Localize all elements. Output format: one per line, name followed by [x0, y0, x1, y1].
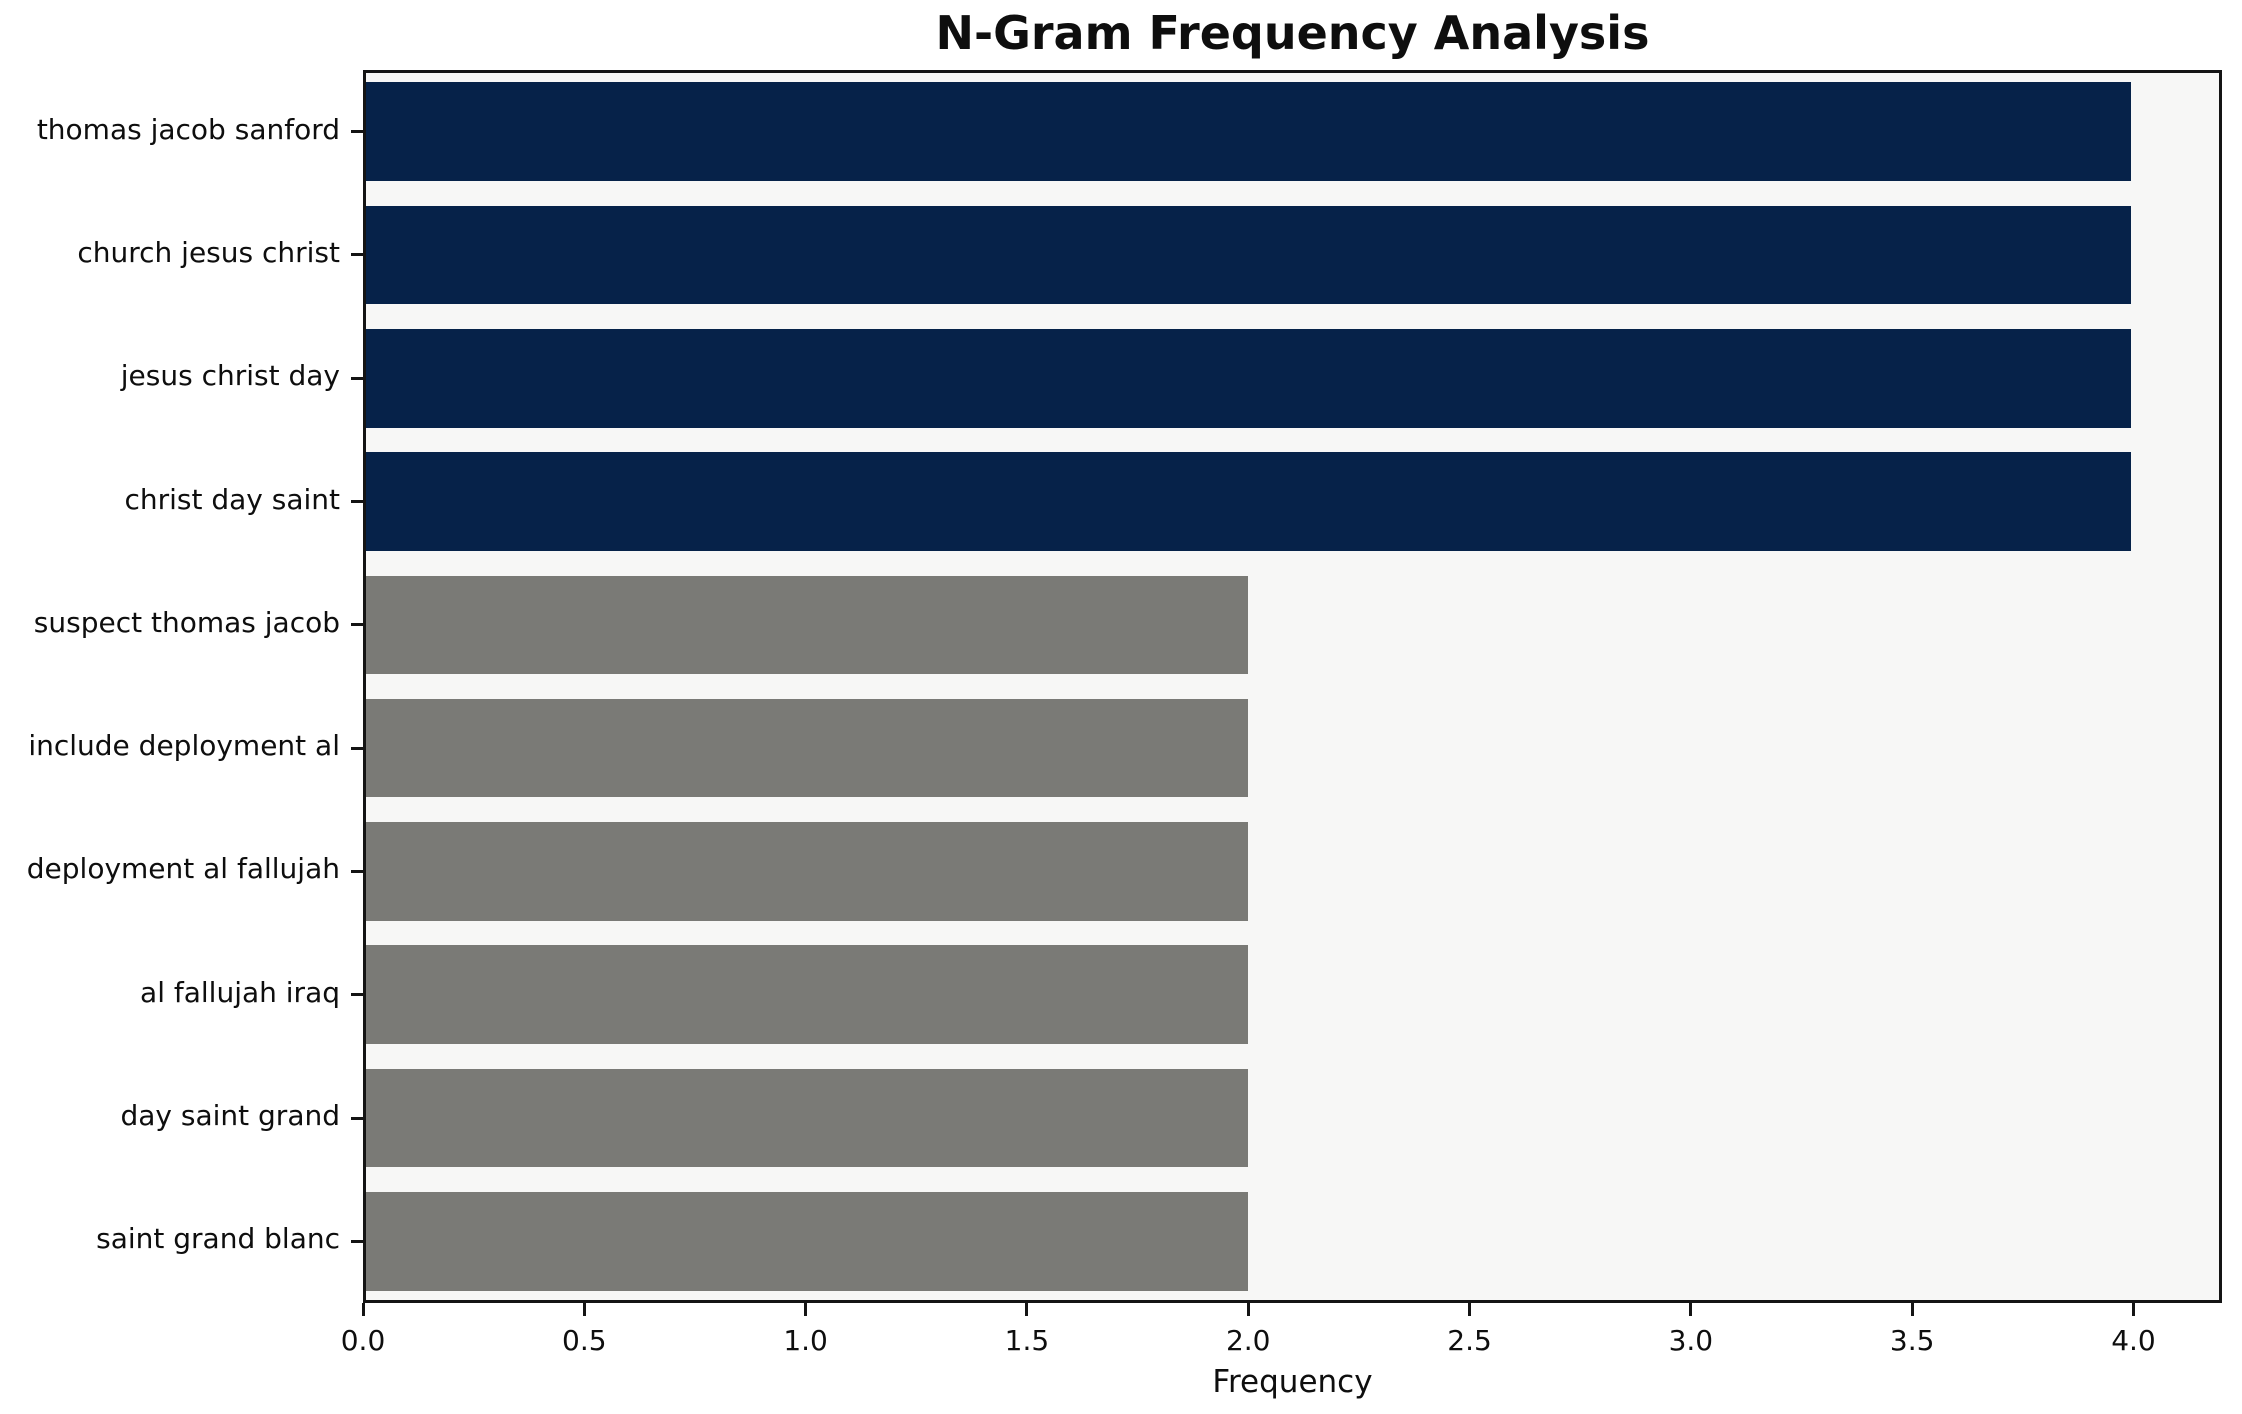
bar	[366, 1192, 1249, 1291]
y-tick-label: jesus christ day	[120, 359, 340, 393]
y-tick-label: church jesus christ	[77, 235, 340, 269]
y-tick-mark	[351, 130, 363, 134]
x-tick-mark	[1025, 1303, 1029, 1316]
y-tick-mark	[351, 1239, 363, 1243]
x-tick-label: 2.0	[1225, 1324, 1271, 1357]
bar	[366, 575, 1249, 675]
bar	[366, 205, 2131, 305]
x-axis-label: Frequency	[1212, 1364, 1373, 1400]
x-tick-mark	[1689, 1303, 1693, 1316]
x-tick-label: 0.0	[340, 1324, 386, 1357]
x-tick-mark	[804, 1303, 808, 1316]
x-tick-mark	[361, 1303, 365, 1316]
y-tick-label: day saint grand	[120, 1099, 340, 1133]
y-tick-label: suspect thomas jacob	[33, 605, 340, 639]
x-tick-mark	[582, 1303, 586, 1316]
y-tick-label: include deployment al	[28, 729, 340, 763]
x-tick-label: 3.0	[1668, 1324, 1714, 1357]
x-tick-label: 1.0	[783, 1324, 828, 1357]
y-tick-label: al fallujah iraq	[140, 975, 340, 1009]
bar	[366, 945, 1249, 1045]
bar	[366, 1068, 1249, 1168]
y-tick-label: thomas jacob sanford	[36, 112, 340, 146]
x-tick-label: 4.0	[2111, 1324, 2156, 1357]
bar	[366, 698, 1249, 798]
bar	[366, 452, 2131, 551]
x-tick-mark	[2131, 1303, 2135, 1316]
y-tick-label: deployment al fallujah	[26, 852, 340, 886]
y-tick-mark	[351, 623, 363, 627]
y-tick-mark	[351, 1116, 363, 1120]
y-tick-mark	[351, 376, 363, 380]
bar	[366, 822, 1249, 921]
x-tick-label: 0.5	[562, 1324, 607, 1357]
x-tick-mark	[1246, 1303, 1250, 1316]
y-tick-mark	[351, 253, 363, 257]
x-tick-label: 3.5	[1889, 1324, 1935, 1357]
x-tick-label: 1.5	[1004, 1324, 1050, 1357]
bar	[366, 328, 2131, 428]
x-tick-mark	[1910, 1303, 1914, 1316]
y-tick-label: christ day saint	[124, 482, 340, 516]
y-tick-mark	[351, 869, 363, 873]
y-tick-label: saint grand blanc	[96, 1222, 340, 1256]
y-tick-mark	[351, 993, 363, 997]
y-tick-mark	[351, 746, 363, 750]
x-tick-label: 2.5	[1447, 1324, 1492, 1357]
chart-title: N-Gram Frequency Analysis	[935, 6, 1650, 60]
bar	[366, 82, 2131, 181]
x-tick-mark	[1468, 1303, 1472, 1316]
plot-area	[363, 70, 2222, 1303]
y-tick-mark	[351, 500, 363, 504]
